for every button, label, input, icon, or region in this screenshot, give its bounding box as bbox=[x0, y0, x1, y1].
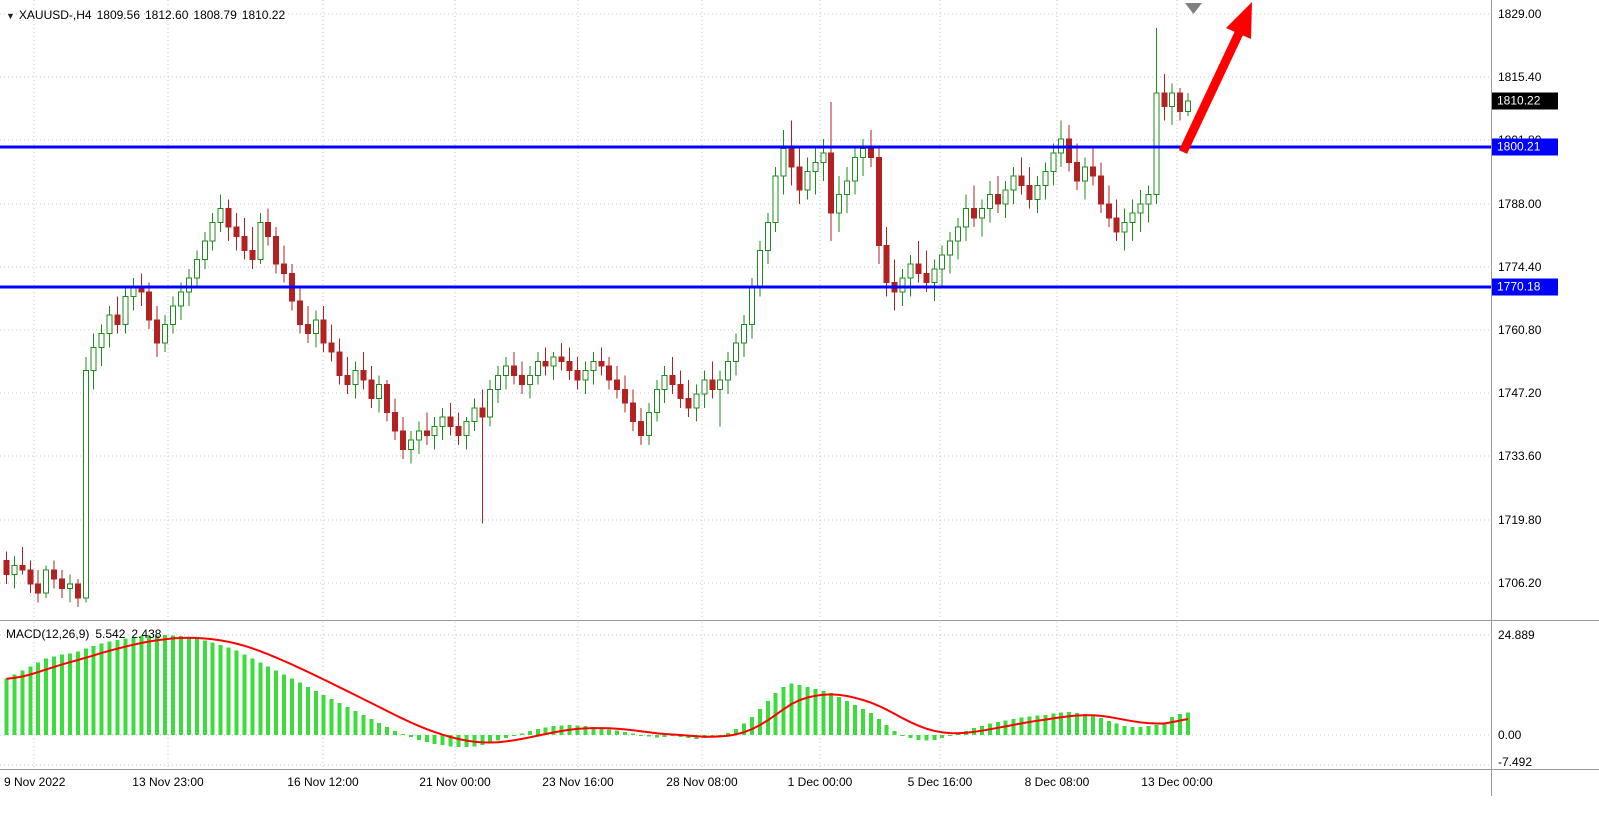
macd-signal-value: 2.438 bbox=[131, 627, 162, 641]
macd-main-value: 5.542 bbox=[95, 627, 126, 641]
symbol-period-label: XAUUSD-,H4 bbox=[18, 8, 92, 22]
pane-separator-main-macd[interactable] bbox=[0, 620, 1599, 621]
high-value: 1812.60 bbox=[145, 8, 189, 22]
macd-signal-line bbox=[6, 636, 1189, 744]
candles bbox=[3, 27, 1192, 608]
low-value: 1808.79 bbox=[193, 8, 237, 22]
trend-arrow[interactable] bbox=[1178, 2, 1252, 154]
macd-histogram bbox=[4, 634, 1191, 748]
ohlc-info: ▼ XAUUSD-,H4 1809.56 1812.60 1808.79 1810.22 bbox=[6, 8, 290, 22]
corner-marker-icon bbox=[1185, 3, 1202, 14]
gridlines bbox=[0, 0, 1491, 769]
macd-name: MACD(12,26,9) bbox=[6, 627, 90, 641]
close-value: 1810.22 bbox=[241, 8, 286, 22]
open-value: 1809.56 bbox=[96, 8, 140, 22]
chart-menu-icon[interactable]: ▼ bbox=[6, 11, 15, 21]
macd-indicator-label: MACD(12,26,9) 5.542 2.438 bbox=[6, 627, 167, 641]
price-axis-separator bbox=[1491, 0, 1492, 796]
pane-separator-macd-timeaxis bbox=[0, 769, 1599, 770]
